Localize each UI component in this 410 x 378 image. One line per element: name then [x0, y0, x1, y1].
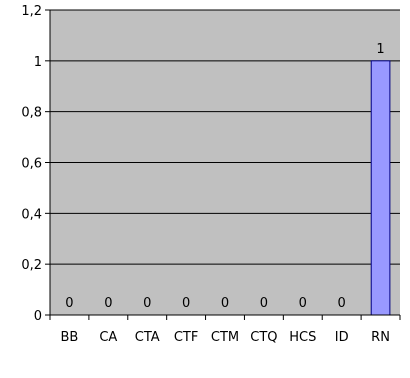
x-tick-label: CA	[99, 330, 117, 345]
data-label: 0	[65, 296, 73, 311]
x-tick-label: CTF	[174, 330, 199, 345]
x-tick-label: RN	[371, 330, 390, 345]
y-axis-ticks: 0 0,2 0,4 0,6 0,8 1 1,2	[21, 4, 50, 324]
y-tick-label: 0,6	[21, 157, 42, 172]
y-tick-label: 0,4	[21, 207, 42, 222]
data-label: 1	[376, 42, 384, 57]
y-tick-label: 0,2	[21, 258, 42, 273]
data-label: 0	[143, 296, 151, 311]
x-axis-ticks: BB CA CTA CTF CTM CTQ HCS ID RN	[49, 315, 401, 345]
y-tick-label: 0	[34, 309, 42, 324]
x-tick-label: CTM	[211, 330, 239, 345]
data-label: 0	[182, 296, 190, 311]
data-label: 0	[260, 296, 268, 311]
x-tick-label: ID	[335, 330, 349, 345]
data-label: 0	[338, 296, 346, 311]
y-tick-label: 1	[34, 55, 42, 70]
data-label: 0	[299, 296, 307, 311]
bars: 0 0 0 0 0 0 0 0 1	[65, 42, 391, 316]
bar-rn	[370, 60, 391, 316]
data-label: 0	[104, 296, 112, 311]
x-tick-label: HCS	[289, 330, 316, 345]
x-tick-label: CTQ	[250, 330, 277, 345]
x-tick-label: CTA	[135, 330, 160, 345]
data-label: 0	[221, 296, 229, 311]
y-tick-label: 1,2	[21, 4, 42, 19]
y-tick-label: 0,8	[21, 106, 42, 121]
x-tick-label: BB	[61, 330, 79, 345]
gridlines	[50, 9, 400, 265]
